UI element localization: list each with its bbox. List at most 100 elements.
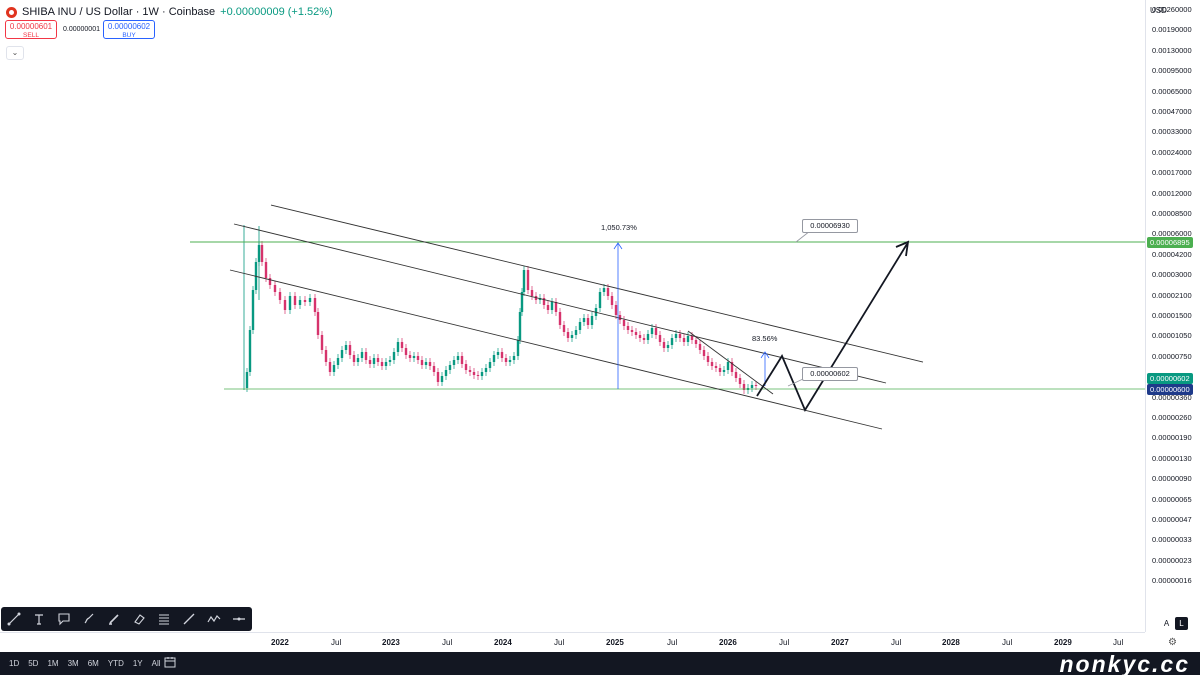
candle-up: [336, 358, 340, 365]
brush-icon[interactable]: [82, 612, 96, 626]
candle-up: [522, 270, 526, 292]
candle-down: [313, 298, 317, 312]
date-range-button[interactable]: 1D: [9, 659, 20, 668]
price-tick-label: 0.00130000: [1152, 45, 1192, 55]
sell-button[interactable]: 0.00000601 SELL: [5, 20, 57, 39]
candle-up: [396, 342, 400, 352]
price-tick-label: 0.00001500: [1152, 311, 1192, 320]
candle-down: [328, 362, 332, 372]
date-range-button[interactable]: 6M: [87, 659, 99, 668]
candle-up: [602, 288, 606, 292]
candle-up: [516, 340, 520, 356]
candle-down: [364, 352, 368, 360]
line-icon[interactable]: [182, 612, 196, 626]
gear-icon[interactable]: ⚙: [1168, 637, 1177, 648]
candle-up: [722, 370, 726, 372]
candle-down: [742, 384, 746, 390]
target-price-callout[interactable]: 0.00006930: [802, 219, 858, 233]
candle-up: [674, 334, 678, 338]
price-chart[interactable]: [0, 0, 1145, 632]
text-tool-icon[interactable]: [32, 612, 46, 626]
candle-down: [634, 332, 638, 335]
date-range-button[interactable]: 1Y: [132, 659, 143, 668]
candle-down: [654, 328, 658, 335]
candle-down: [630, 330, 634, 332]
candle-down: [738, 378, 742, 384]
date-range-button[interactable]: YTD: [107, 659, 124, 668]
price-tick-label: 0.00000130: [1152, 453, 1192, 463]
candle-up: [388, 360, 392, 362]
candle-down: [618, 315, 622, 320]
candle-down: [658, 335, 662, 342]
watermark: nonkyc.cc: [1059, 651, 1190, 677]
eraser-icon[interactable]: [132, 612, 146, 626]
candle-up: [496, 352, 500, 355]
auto-scale-button[interactable]: A: [1163, 619, 1170, 628]
candle-up: [666, 345, 670, 348]
candle-down: [400, 342, 404, 348]
price-tick-label: 0.00033000: [1152, 127, 1192, 137]
time-tick-label: Jul: [1002, 638, 1013, 647]
calendar-icon[interactable]: [164, 656, 176, 668]
candle-up: [670, 338, 674, 345]
price-tick-label: 0.00017000: [1152, 168, 1192, 178]
buy-price: 0.00000602: [107, 22, 151, 31]
collapse-legend-button[interactable]: ⌄: [6, 46, 24, 60]
candle-up: [650, 328, 654, 334]
date-range-button[interactable]: 3M: [67, 659, 79, 668]
current-price-callout[interactable]: 0.00000602: [802, 367, 858, 381]
candle-down: [320, 335, 324, 350]
date-range-button[interactable]: All: [151, 659, 161, 668]
price-tick-label: 0.00047000: [1152, 107, 1192, 116]
candle-up: [444, 370, 448, 376]
highlighter-icon[interactable]: [107, 612, 121, 626]
date-range-selector: 1D 5D 1M 3M 6M YTD 1Y All: [9, 659, 161, 668]
buy-button[interactable]: 0.00000602 BUY: [103, 20, 155, 39]
candle-down: [268, 278, 272, 285]
callout-icon[interactable]: [57, 612, 71, 626]
candlestick-series: [243, 225, 758, 394]
horizontal-line-icon[interactable]: [232, 612, 246, 626]
currency-selector[interactable]: USD: [1150, 6, 1167, 15]
time-tick-label: Jul: [442, 638, 453, 647]
price-tick-label: 0.00012000: [1152, 188, 1192, 198]
candle-down: [436, 372, 440, 382]
candle-down: [734, 372, 738, 378]
candle-down: [468, 370, 472, 372]
candle-down: [606, 288, 610, 296]
candle-down: [610, 296, 614, 305]
price-tick-label: 0.00095000: [1152, 66, 1192, 76]
chevron-down-icon: ⌄: [11, 48, 19, 57]
candle-up: [245, 372, 249, 388]
candle-down: [714, 366, 718, 368]
candle-down: [324, 350, 328, 362]
candle-down: [260, 245, 264, 262]
candle-down: [586, 318, 590, 325]
candle-up: [484, 368, 488, 372]
time-axis[interactable]: [0, 632, 1145, 653]
date-range-button[interactable]: 1M: [47, 659, 59, 668]
date-range-button[interactable]: 5D: [28, 659, 39, 668]
time-tick-label: Jul: [554, 638, 565, 647]
candle-down: [546, 305, 550, 310]
candle-up: [512, 356, 516, 360]
time-tick-label: Jul: [331, 638, 342, 647]
log-scale-button[interactable]: L: [1175, 617, 1188, 630]
fib-icon[interactable]: [157, 612, 171, 626]
time-tick-label: Jul: [667, 638, 678, 647]
candle-up: [598, 292, 602, 308]
price-axis[interactable]: [1145, 0, 1200, 632]
symbol-header: SHIBA INU / US Dollar · 1W · Coinbase +0…: [6, 4, 333, 20]
candle-up: [372, 358, 376, 364]
path-icon[interactable]: [207, 612, 221, 626]
price-tick-label: 0.00008500: [1152, 209, 1192, 218]
candle-down: [562, 325, 566, 332]
candle-down: [376, 358, 380, 362]
price-tick-label: 0.00004200: [1152, 249, 1192, 259]
candle-up: [288, 296, 292, 310]
candle-down: [694, 340, 698, 344]
trend-line-icon[interactable]: [7, 612, 21, 626]
symbol-title[interactable]: SHIBA INU / US Dollar · 1W · Coinbase: [22, 6, 216, 18]
shiba-logo-icon: [6, 6, 17, 18]
projection-arrowhead: [895, 240, 910, 257]
